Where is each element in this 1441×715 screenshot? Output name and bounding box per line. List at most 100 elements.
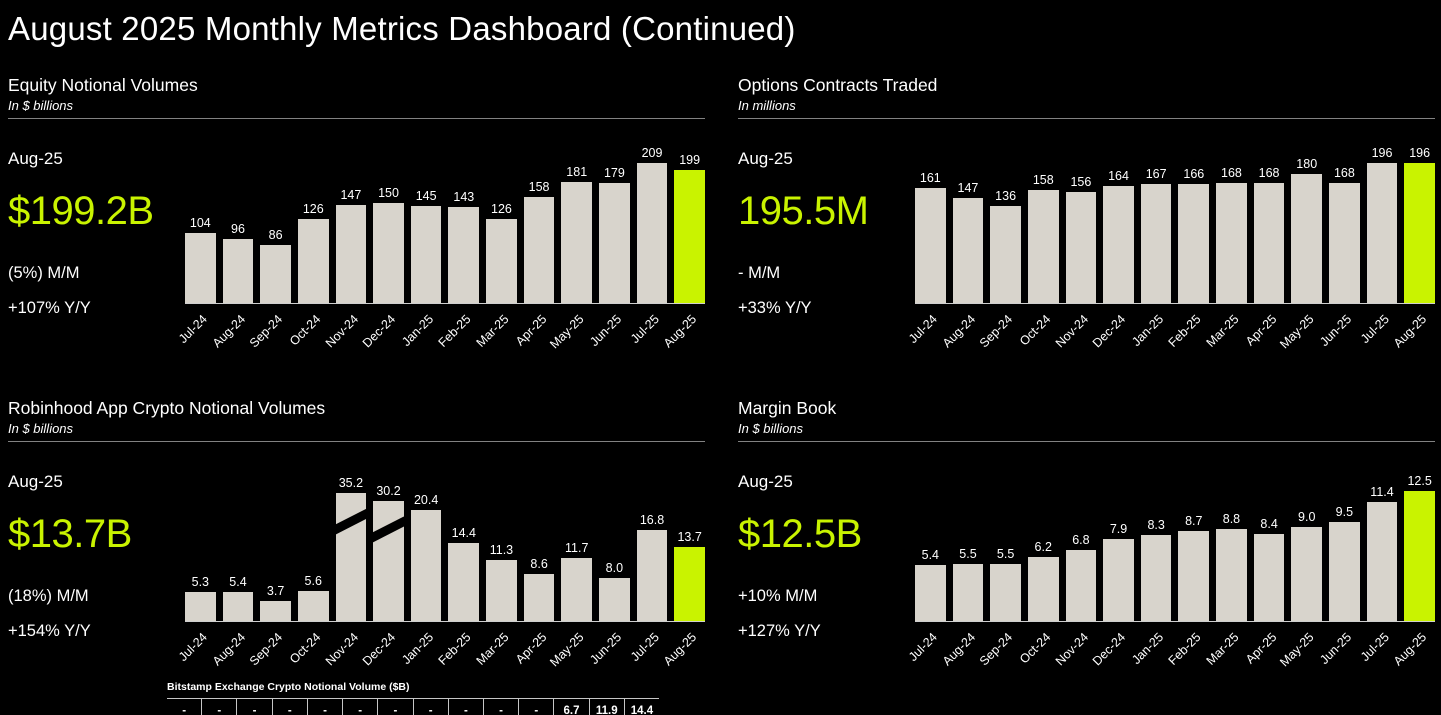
bar-aug-24 [952, 564, 984, 621]
x-tick-label: May-25 [1277, 312, 1317, 352]
x-tick-label: Apr-25 [512, 630, 549, 667]
bar-slot: 8.3 [1140, 472, 1172, 621]
x-tick-label: Feb-25 [435, 312, 474, 350]
bar-value-label: 136 [995, 188, 1017, 203]
x-tick-label: Oct-24 [1016, 630, 1054, 667]
bar-slot: 168 [1329, 141, 1360, 303]
bar-jul-24 [185, 592, 216, 621]
bar-oct-24 [297, 219, 329, 303]
bar-slot: 196 [1366, 141, 1398, 303]
x-tick-label: Dec-24 [360, 630, 399, 669]
bar-chart: 5.3 5.4 3.7 5.6 35.2 30.2 20.4 14.4 11.3 8.6 11.7 8… [167, 442, 705, 715]
bar-jun-25 [599, 183, 630, 303]
bar-value-label: 5.4 [229, 574, 247, 589]
bar-value-label: 168 [1258, 165, 1280, 180]
bar-value-label: 5.5 [959, 546, 977, 561]
bar-value-label: 5.6 [304, 573, 322, 588]
bar-slot: 6.8 [1065, 472, 1097, 621]
panel-title: Margin Book [738, 398, 837, 418]
bar-jan-25 [410, 206, 442, 303]
bar-value-label: 145 [415, 188, 437, 203]
x-tick-label: Sep-24 [977, 312, 1016, 351]
bar-jun-25 [1329, 522, 1360, 621]
bar-slot: 20.4 [410, 472, 442, 621]
bar-slot: 14.4 [448, 472, 480, 621]
bar-slot: 104 [185, 141, 216, 303]
footnote-table-cell: - [414, 699, 449, 715]
x-tick-label: Nov-24 [322, 630, 361, 669]
bar-slot: 30.2 [368, 472, 409, 621]
x-tick-label: Aug-25 [1391, 630, 1430, 669]
stat-value: $199.2B [8, 189, 154, 233]
panel-title: Robinhood App Crypto Notional Volumes [8, 398, 326, 418]
x-tick-label: Jul-25 [1357, 630, 1392, 664]
bar-value-label: 167 [1145, 166, 1167, 181]
x-tick-label: Jul-24 [906, 312, 941, 346]
bar-sep-24 [990, 564, 1021, 621]
footnote-table-cell: - [237, 699, 273, 715]
stat-value: $12.5B [738, 512, 862, 556]
bar-value-label: 161 [919, 170, 941, 185]
page-title: August 2025 Monthly Metrics Dashboard (C… [8, 10, 796, 47]
stat-month-over-month: - M/M [738, 264, 781, 282]
x-axis: Jul-24 Aug-24 Sep-24 Oct-24 Nov-24 Dec-24 Jan-… [176, 627, 705, 679]
bar-slot: 11.7 [561, 472, 593, 621]
x-tick-label: Aug-25 [661, 312, 700, 351]
bar-value-label: 35.2 [338, 475, 364, 490]
bar-value-label: 11.3 [489, 542, 514, 557]
x-tick-label: May-25 [1277, 630, 1317, 670]
bar-dec-24 [1103, 186, 1134, 303]
bar-slot: 13.7 [674, 472, 705, 621]
bar-slot: 5.4 [915, 472, 946, 621]
x-axis: Jul-24 Aug-24 Sep-24 Oct-24 Nov-24 Dec-24 Jan-… [176, 309, 705, 361]
bar-slot: 156 [1065, 141, 1097, 303]
bar-feb-25 [448, 207, 480, 303]
bar-jan-25 [410, 510, 442, 621]
bar-aug-24 [222, 239, 254, 303]
footnote-table-cell: - [519, 699, 555, 715]
bar-jul-25 [636, 163, 668, 303]
footnote-table-cell: - [484, 699, 520, 715]
bar-nov-24 [1065, 192, 1097, 303]
x-tick-label: Jul-24 [906, 630, 941, 664]
bar-sep-24 [260, 601, 291, 621]
bar-value-label: 126 [491, 201, 512, 216]
bar-nov-24 [1065, 550, 1097, 621]
x-tick-label: Jul-24 [176, 312, 211, 346]
bar-slot: 209 [636, 141, 668, 303]
bar-slot: 7.9 [1103, 472, 1134, 621]
bar-slot: 8.8 [1216, 472, 1247, 621]
x-tick-label: Jan-25 [399, 312, 437, 349]
x-tick-label: Dec-24 [1090, 630, 1129, 669]
axis-break-mark [330, 508, 371, 535]
footnote-table-cell: 6.7 [554, 699, 590, 715]
footnote-table-cell: 11.9 [590, 699, 625, 715]
bar-sep-24 [990, 206, 1021, 303]
panel-divider [8, 118, 705, 119]
bar-value-label: 8.0 [605, 560, 624, 575]
x-tick-label: Mar-25 [1203, 312, 1242, 350]
bar-slot: 164 [1103, 141, 1134, 303]
panel-options-contracts-traded: Options Contracts Traded In millions Aug… [738, 75, 1435, 361]
bar-value-label: 12.5 [1407, 473, 1432, 488]
bar-slot: 168 [1253, 141, 1285, 303]
x-tick-label: Jan-25 [399, 630, 437, 667]
bar-value-label: 147 [957, 180, 979, 195]
bar-jul-24 [915, 188, 946, 303]
bar-value-label: 16.8 [639, 512, 665, 527]
bar-aug-25 [1404, 491, 1435, 621]
bar-value-label: 86 [268, 227, 283, 242]
bar-may-25 [1291, 527, 1323, 621]
bar-slot: 8.4 [1253, 472, 1285, 621]
bar-slot: 11.3 [486, 472, 517, 621]
x-tick-label: Sep-24 [247, 312, 286, 351]
x-tick-label: Jun-25 [587, 312, 625, 349]
bar-value-label: 5.3 [191, 574, 210, 589]
bar-value-label: 150 [378, 185, 399, 200]
bar-jul-24 [185, 233, 216, 303]
bar-slot: 126 [297, 141, 329, 303]
bar-jul-24 [915, 565, 946, 621]
bar-slot: 8.0 [599, 472, 630, 621]
bar-apr-25 [523, 197, 555, 303]
bar-mar-25 [486, 560, 517, 621]
